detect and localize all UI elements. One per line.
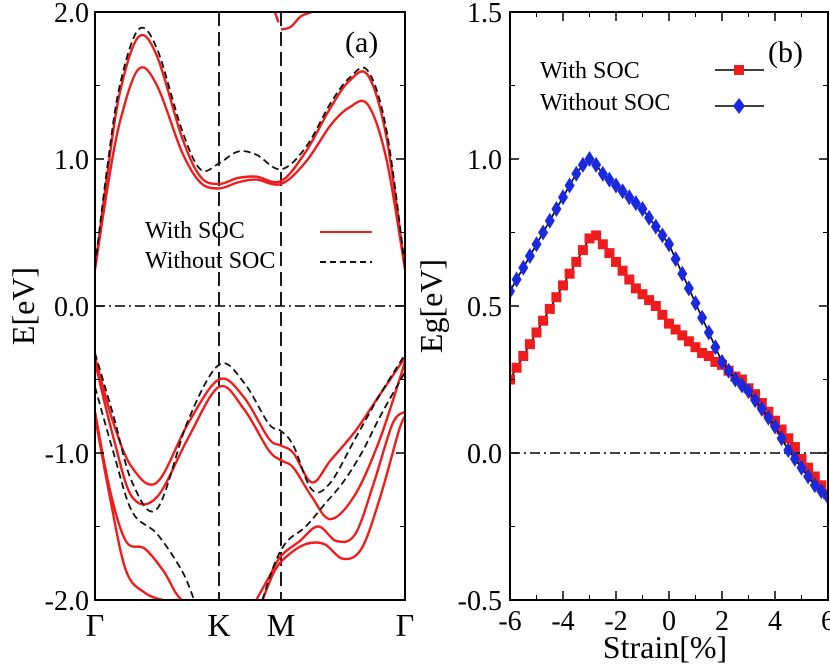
point-with-soc (525, 339, 535, 349)
point-with-soc (545, 304, 555, 314)
panel-a: -2.0 -1.0 0.0 1.0 2.0 Γ K M Γ (a) E[eV] With SOC… (5, 0, 414, 643)
a-ytick-label: -1.0 (45, 439, 89, 470)
a-ytick-label: 1.0 (54, 145, 89, 176)
legend-a-with-soc-label: With SOC (145, 218, 245, 244)
panel-a-ylabel: E[eV] (5, 267, 41, 345)
panel-b-label: (b) (768, 36, 803, 69)
band-soc-vb1 (95, 358, 405, 485)
b-ytick-label: 1.0 (467, 145, 502, 176)
band-soc-cb2 (95, 67, 405, 269)
band-soc-vb3 (95, 412, 182, 600)
b-xtick-label: -6 (498, 606, 521, 637)
point-with-soc (604, 248, 614, 258)
b-xtick-label: 6 (821, 606, 830, 637)
point-with-soc (551, 292, 561, 302)
point-with-soc (598, 239, 608, 249)
point-with-soc (538, 316, 548, 326)
b-ytick-label: 0.5 (467, 292, 502, 323)
b-xtick-label: 4 (768, 606, 782, 637)
point-with-soc (624, 275, 634, 285)
kpoint-label-Γ: Γ (86, 607, 105, 643)
point-with-soc (657, 310, 667, 320)
kpoint-label-K: K (207, 607, 230, 643)
a-ytick-label: 2.0 (54, 0, 89, 29)
point-without-soc (691, 295, 701, 311)
point-without-soc (671, 251, 681, 267)
kpoint-label-Γ: Γ (396, 607, 415, 643)
band-nosoc-cb1 (95, 28, 405, 267)
point-with-soc (558, 280, 568, 290)
kpoint-label-M: M (267, 607, 295, 643)
band-soc-vb4 (95, 416, 182, 600)
band-soc-cb_high (281, 12, 312, 30)
legend-b-without-soc-label: Without SOC (540, 90, 670, 116)
point-with-soc (591, 230, 601, 240)
point-with-soc (618, 266, 628, 276)
point-without-soc (684, 280, 694, 296)
point-with-soc (578, 245, 588, 255)
legend-b-without-soc-marker (733, 98, 745, 114)
b-ytick-label: -0.5 (458, 586, 502, 617)
panel-b-ylabel: Eg[eV] (413, 259, 449, 353)
legend-a-without-soc-label: Without SOC (145, 248, 275, 274)
panel-b: -0.50.00.51.01.5-6-4-20246 (b) Eg[eV] St… (413, 0, 830, 664)
figure: -2.0 -1.0 0.0 1.0 2.0 Γ K M Γ (a) E[eV] With SOC… (0, 0, 830, 664)
panel-a-legend: With SOC Without SOC (145, 218, 372, 274)
point-with-soc (611, 257, 621, 267)
band-soc-vb6 (262, 416, 405, 600)
panel-b-legend: With SOC Without SOC (540, 58, 764, 116)
band-soc-vb2 (95, 362, 405, 519)
point-without-soc (697, 310, 707, 326)
point-without-soc (677, 266, 687, 282)
point-with-soc (571, 257, 581, 267)
point-with-soc (518, 351, 528, 361)
point-with-soc (532, 328, 542, 338)
panel-a-label: (a) (345, 26, 378, 59)
band-soc-cb_high_left (275, 12, 279, 22)
point-without-soc (704, 325, 714, 341)
legend-b-with-soc-label: With SOC (540, 58, 640, 84)
series-with-soc-line (510, 235, 828, 494)
point-with-soc (565, 269, 575, 279)
b-xtick-label: -4 (551, 606, 574, 637)
band-soc-vb5 (256, 412, 405, 600)
a-ytick-label: -2.0 (45, 586, 89, 617)
legend-b-with-soc-marker (734, 65, 744, 75)
panel-b-xlabel: Strain[%] (603, 629, 727, 664)
point-with-soc (512, 363, 522, 373)
b-ytick-label: 0.0 (467, 439, 502, 470)
b-ytick-label: 1.5 (467, 0, 502, 29)
point-with-soc (651, 301, 661, 311)
a-ytick-label: 0.0 (54, 292, 89, 323)
